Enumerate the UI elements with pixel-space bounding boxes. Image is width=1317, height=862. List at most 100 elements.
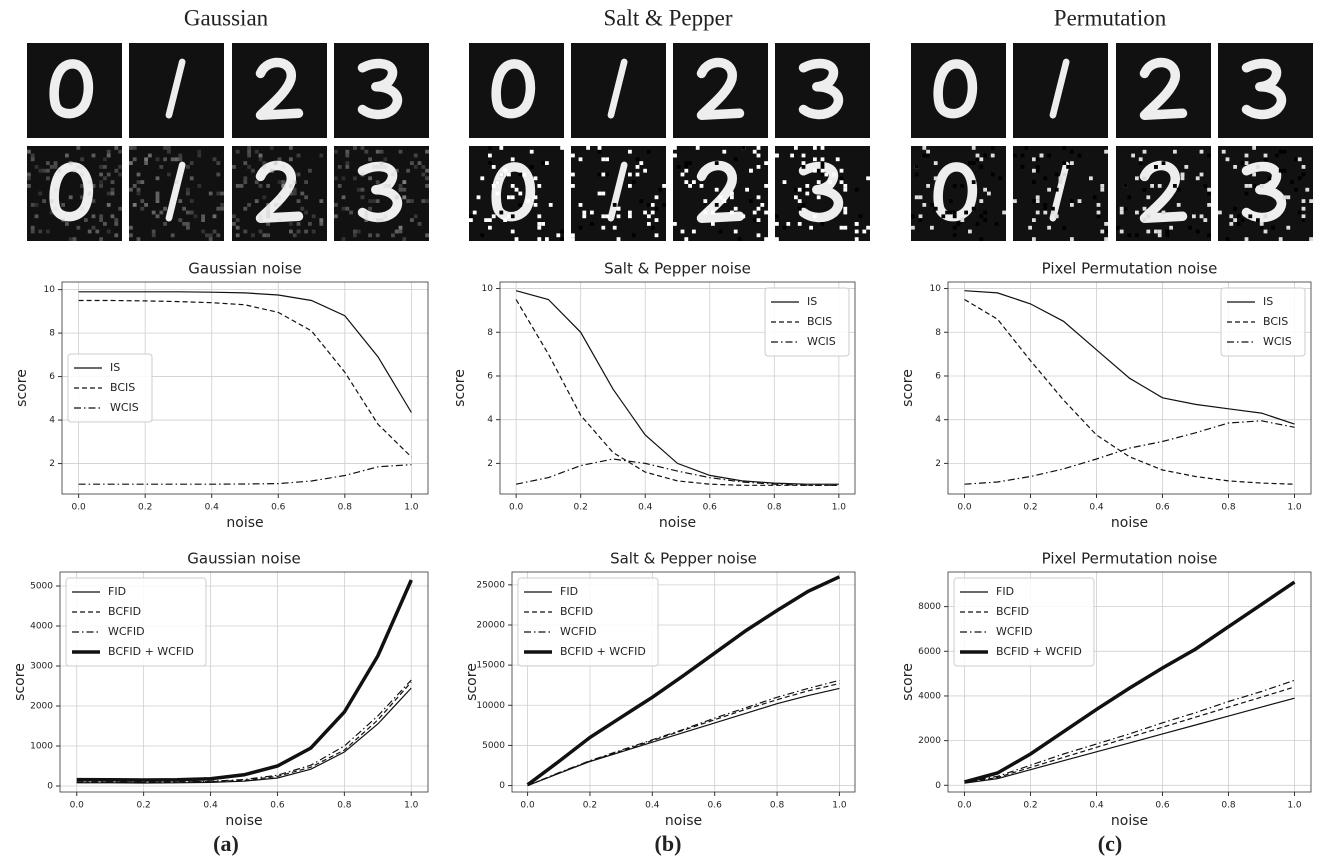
noise-pixel	[499, 146, 503, 150]
noise-pixel	[213, 230, 217, 234]
noise-pixel	[129, 233, 133, 237]
noise-pixel	[1040, 154, 1044, 158]
noise-pixel	[259, 154, 263, 158]
noise-pixel	[866, 226, 870, 230]
y-axis-label: score	[452, 369, 468, 407]
noise-pixel	[684, 165, 688, 169]
noise-pixel	[545, 237, 549, 241]
series-line	[79, 465, 412, 485]
noise-pixel	[129, 188, 133, 192]
noise-pixel	[692, 180, 696, 184]
noise-pixel	[488, 154, 492, 158]
noise-pixel	[46, 230, 50, 234]
noise-pixel	[186, 211, 190, 215]
noise-pixel	[976, 154, 980, 158]
noise-pixel	[571, 184, 575, 188]
noise-pixel	[1229, 214, 1233, 218]
noise-pixel	[802, 203, 806, 207]
noise-pixel	[813, 169, 817, 173]
digit-image	[334, 146, 429, 241]
noise-pixel	[1298, 176, 1302, 180]
noise-pixel	[824, 173, 828, 177]
y-tick-label: 1000	[30, 742, 53, 752]
noise-pixel	[266, 222, 270, 226]
noise-pixel	[80, 207, 84, 211]
noise-pixel	[749, 169, 753, 173]
noise-pixel	[259, 218, 263, 222]
noise-pixel	[757, 195, 761, 199]
noise-pixel	[65, 222, 69, 226]
noise-pixel	[1146, 230, 1150, 234]
noise-pixel	[930, 226, 934, 230]
noise-pixel	[293, 233, 297, 237]
noise-pixel	[289, 157, 293, 161]
noise-pixel	[794, 188, 798, 192]
digit-image	[27, 43, 122, 138]
noise-pixel	[692, 230, 696, 234]
noise-pixel	[1139, 157, 1143, 161]
legend-label: FID	[108, 585, 126, 598]
noise-pixel	[297, 199, 301, 203]
noise-pixel	[492, 165, 496, 169]
noise-pixel	[775, 222, 779, 226]
noise-pixel	[601, 192, 605, 196]
noise-pixel	[1305, 188, 1309, 192]
noise-pixel	[643, 211, 647, 215]
noise-pixel	[1165, 230, 1169, 234]
noise-pixel	[376, 165, 380, 169]
noise-pixel	[1207, 233, 1211, 237]
noise-pixel	[511, 230, 515, 234]
x-tick-label: 1.0	[404, 503, 419, 513]
noise-pixel	[266, 207, 270, 211]
noise-pixel	[1241, 161, 1245, 165]
noise-pixel	[647, 214, 651, 218]
noise-pixel	[715, 203, 719, 207]
noise-pixel	[156, 199, 160, 203]
noise-pixel	[361, 173, 365, 177]
noise-pixel	[941, 214, 945, 218]
noise-pixel	[972, 146, 976, 150]
noise-pixel	[1283, 195, 1287, 199]
noise-pixel	[137, 237, 141, 241]
noise-pixel	[304, 211, 308, 215]
panel-label: (a)	[213, 831, 239, 856]
noise-pixel	[395, 230, 399, 234]
noise-pixel	[492, 214, 496, 218]
noise-pixel	[632, 180, 636, 184]
noise-pixel	[251, 233, 255, 237]
noise-pixel	[399, 184, 403, 188]
noise-pixel	[69, 161, 73, 165]
noise-pixel	[749, 199, 753, 203]
noise-pixel	[1104, 222, 1108, 226]
noise-pixel	[402, 188, 406, 192]
noise-pixel	[99, 218, 103, 222]
noise-pixel	[499, 211, 503, 215]
digit-image	[571, 146, 666, 241]
y-tick-label: 4000	[918, 691, 941, 701]
noise-pixel	[376, 233, 380, 237]
noise-pixel	[586, 146, 590, 150]
noise-pixel	[530, 165, 534, 169]
legend-label: BCFID + WCFID	[108, 645, 194, 658]
noise-pixel	[376, 150, 380, 154]
noise-pixel	[345, 154, 349, 158]
noise-pixel	[163, 207, 167, 211]
noise-pixel	[840, 169, 844, 173]
noise-pixel	[1100, 230, 1104, 234]
noise-pixel	[507, 173, 511, 177]
noise-pixel	[213, 214, 217, 218]
noise-pixel	[757, 165, 761, 169]
noise-pixel	[402, 195, 406, 199]
noise-pixel	[159, 165, 163, 169]
noise-pixel	[278, 157, 282, 161]
noise-pixel	[511, 157, 515, 161]
noise-pixel	[1165, 233, 1169, 237]
noise-pixel	[255, 180, 259, 184]
noise-pixel	[983, 218, 987, 222]
x-tick-label: 0.2	[1023, 801, 1037, 811]
noise-pixel	[843, 184, 847, 188]
noise-pixel	[995, 222, 999, 226]
noise-pixel	[243, 207, 247, 211]
noise-pixel	[1062, 146, 1066, 150]
noise-pixel	[418, 222, 422, 226]
